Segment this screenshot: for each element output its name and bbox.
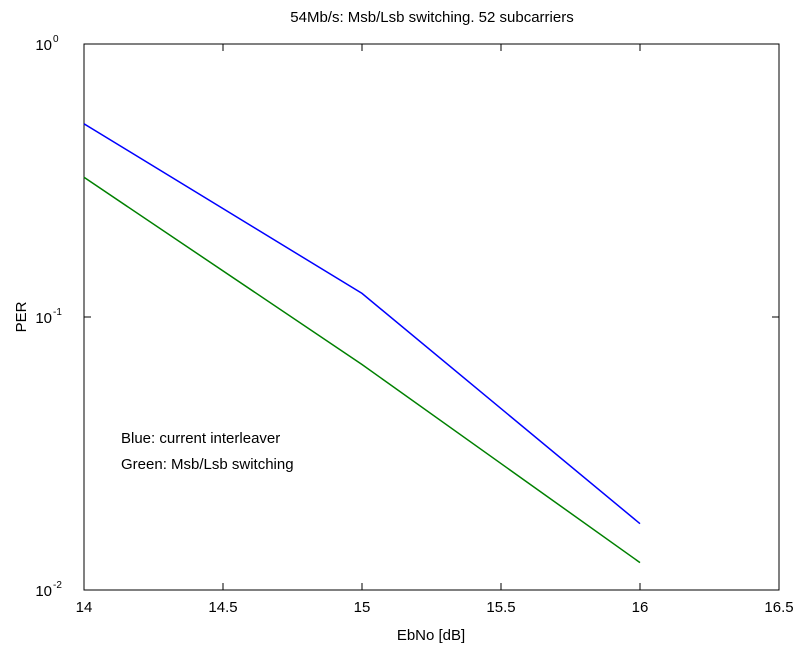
x-tick-label: 14: [76, 599, 93, 616]
series-line-1: [83, 176, 641, 564]
x-tick-label: 14.5: [208, 599, 237, 616]
y-tick-label: 10: [35, 583, 52, 600]
series-layer: [83, 123, 641, 564]
chart-title: 54Mb/s: Msb/Lsb switching. 52 subcarrier…: [290, 9, 573, 26]
x-tick-label: 16.5: [764, 599, 793, 616]
y-axis-label: PER: [13, 301, 30, 332]
y-tick-label: 10: [35, 37, 52, 54]
x-tick-label: 15: [354, 599, 371, 616]
y-tick-label: 10: [35, 310, 52, 327]
annotation-blue: Blue: current interleaver: [121, 430, 280, 447]
x-axis-label: EbNo [dB]: [397, 627, 465, 644]
y-tick-exponent: 0: [53, 34, 59, 45]
series-line-0: [83, 123, 641, 525]
y-tick-exponent: -2: [53, 580, 62, 591]
x-axis: 14 14.5 15 15.5 16 16.5: [76, 44, 794, 616]
x-tick-label: 16: [632, 599, 649, 616]
y-tick-exponent: -1: [53, 307, 62, 318]
x-tick-label: 15.5: [486, 599, 515, 616]
annotation-green: Green: Msb/Lsb switching: [121, 456, 294, 473]
